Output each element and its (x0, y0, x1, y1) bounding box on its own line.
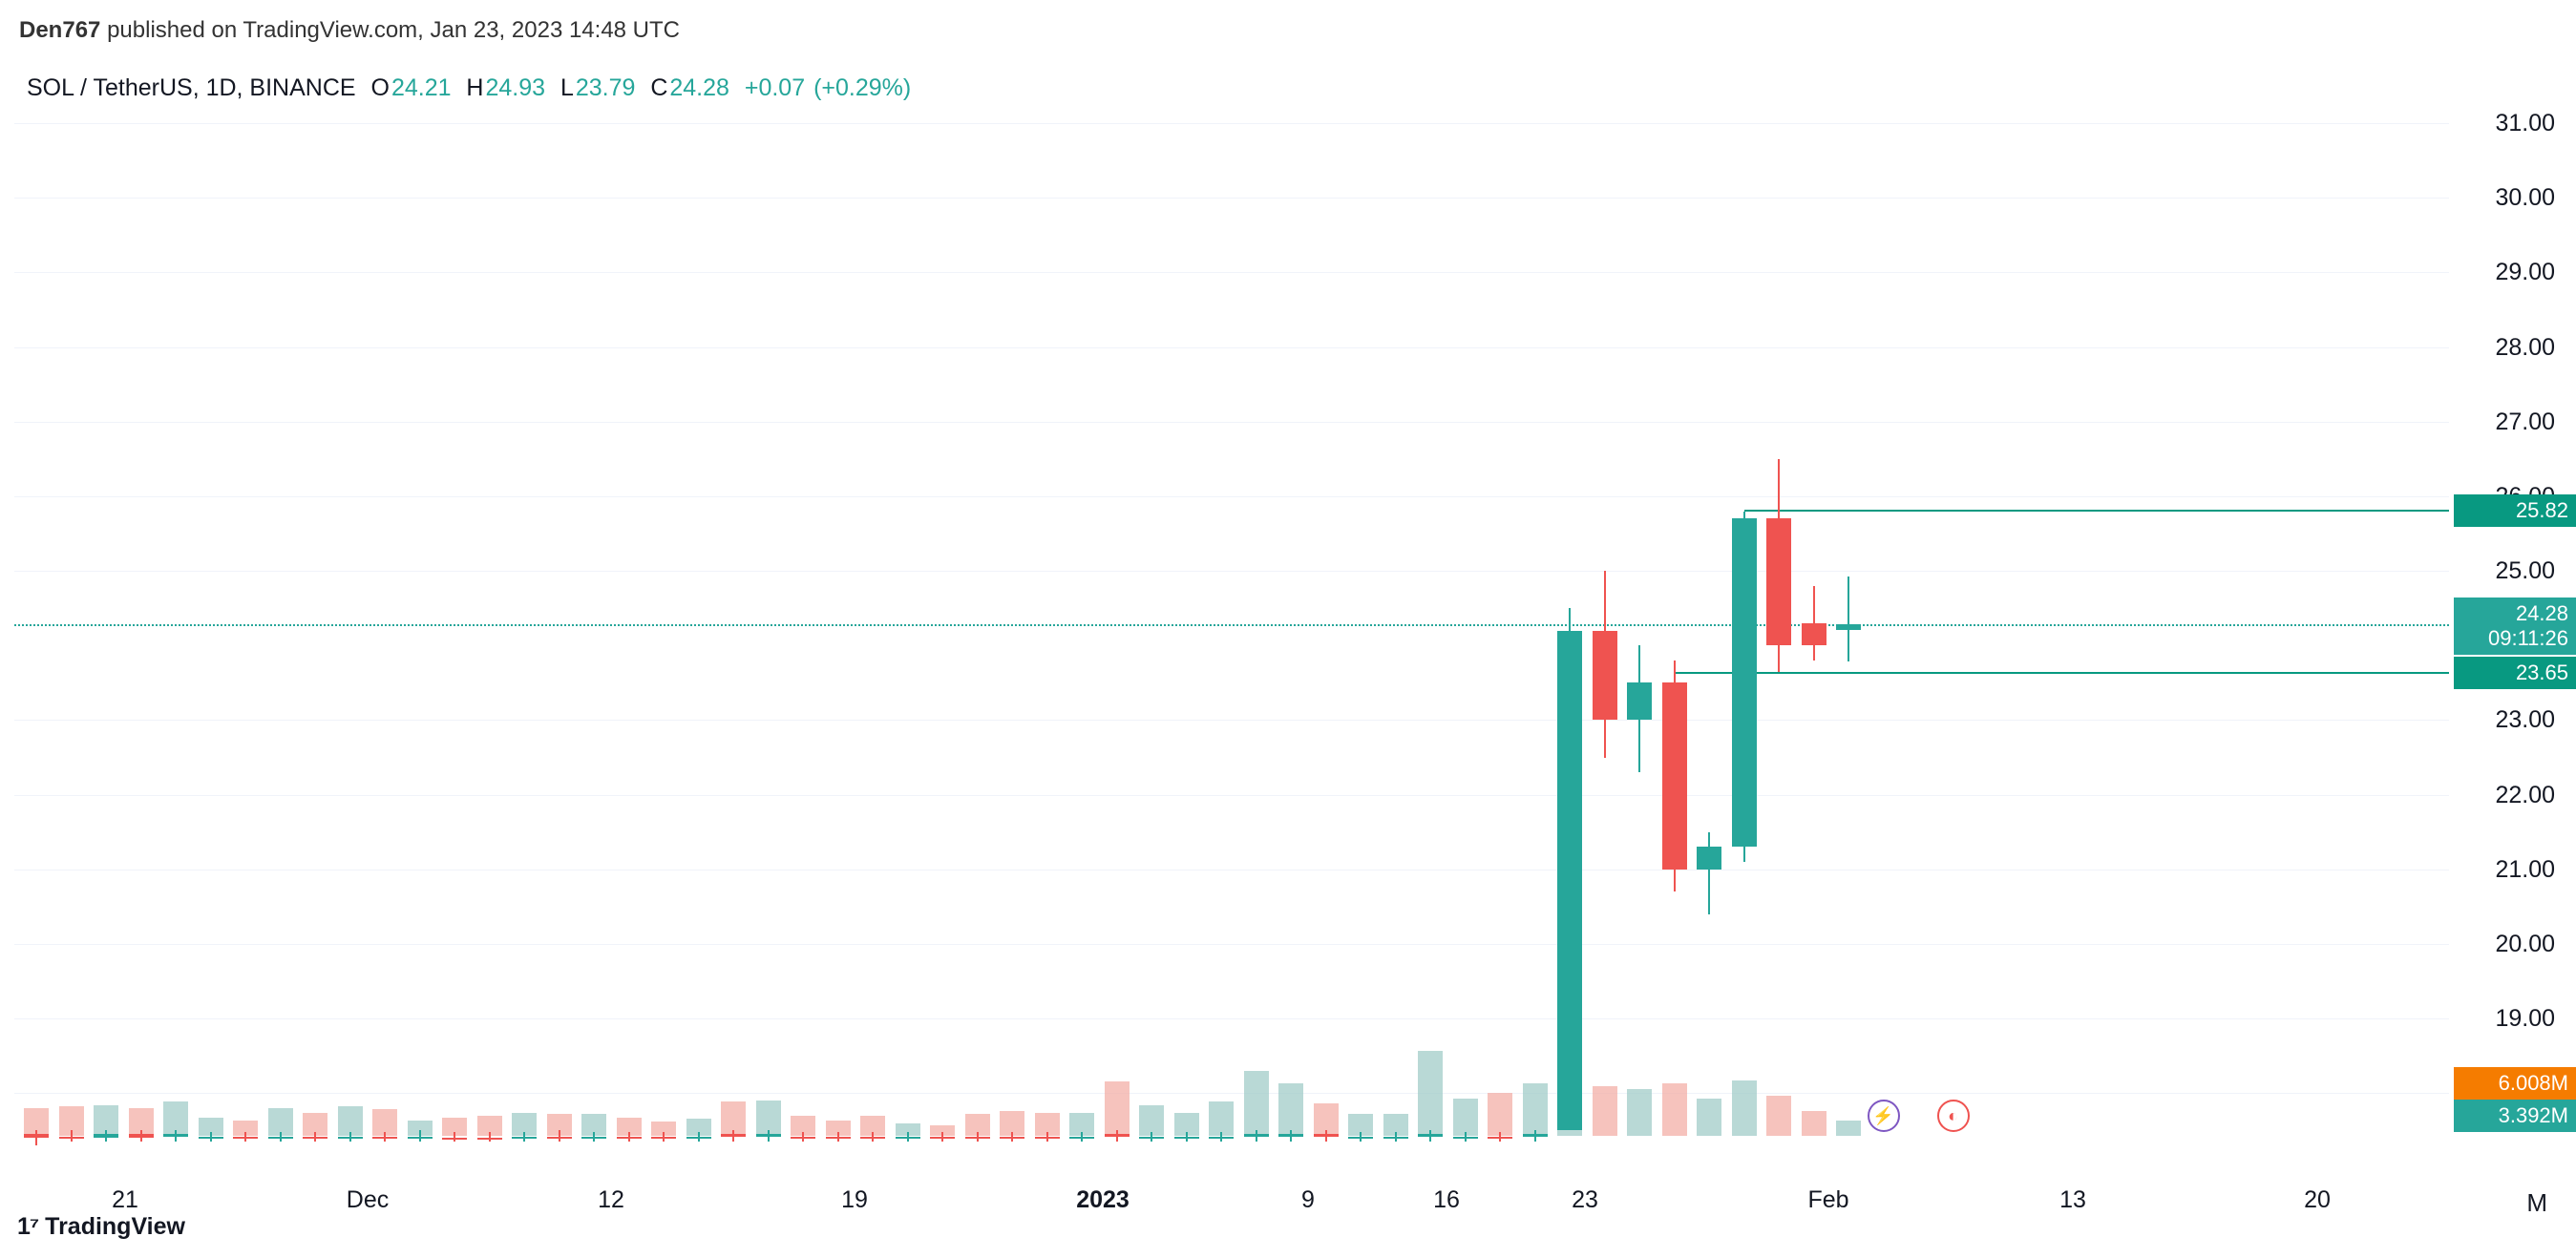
candle (1697, 86, 1721, 1145)
price-tick-label: 22.00 (2495, 782, 2555, 809)
event-icon[interactable]: ◐ (1937, 1100, 1970, 1132)
candle (372, 86, 397, 1145)
candle (1488, 86, 1512, 1145)
timeframe-m-label[interactable]: M (2526, 1188, 2547, 1218)
candle (1662, 86, 1687, 1145)
candle (1627, 86, 1652, 1145)
price-tick-label: 21.00 (2495, 856, 2555, 884)
price-tick-label: 19.00 (2495, 1005, 2555, 1033)
price-tick-label: 29.00 (2495, 259, 2555, 286)
candle (163, 86, 188, 1145)
candle (965, 86, 990, 1145)
candle (1244, 86, 1269, 1145)
candle (1766, 86, 1791, 1145)
price-tick-label: 20.00 (2495, 931, 2555, 958)
time-tick-label: 12 (598, 1186, 624, 1214)
candle (1105, 86, 1130, 1145)
price-tick-label: 31.00 (2495, 110, 2555, 137)
candle (1209, 86, 1234, 1145)
candle (721, 86, 746, 1145)
candle (1139, 86, 1164, 1145)
time-tick-label: Feb (1807, 1186, 1848, 1214)
tradingview-logo: 1⁷ TradingView (17, 1213, 185, 1241)
time-tick-label: 20 (2304, 1186, 2331, 1214)
time-tick-label: 16 (1433, 1186, 1460, 1214)
candle (1035, 86, 1060, 1145)
candle (826, 86, 851, 1145)
logo-text: TradingView (45, 1213, 185, 1240)
candle (268, 86, 293, 1145)
candle (1000, 86, 1024, 1145)
candle (477, 86, 502, 1145)
time-tick-label: 23 (1572, 1186, 1598, 1214)
time-tick-label: 2023 (1076, 1186, 1130, 1214)
candle (896, 86, 920, 1145)
time-tick-label: Dec (347, 1186, 389, 1214)
time-tick-label: 19 (841, 1186, 868, 1214)
candle (512, 86, 537, 1145)
candle (547, 86, 572, 1145)
candle (1174, 86, 1199, 1145)
candle (1557, 86, 1582, 1145)
time-axis[interactable]: 21 Dec 12 19 2023 9 16 23 Feb 13 20 (14, 1186, 2449, 1225)
candle (1593, 86, 1617, 1145)
price-axis-box: 3.392M (2454, 1100, 2576, 1132)
chart-container: Den767 published on TradingView.com, Jan… (0, 0, 2576, 1258)
candle (1348, 86, 1373, 1145)
candle (199, 86, 223, 1145)
price-chart-area[interactable]: ⚡◐ (14, 86, 2449, 1145)
candle (129, 86, 154, 1145)
candle (686, 86, 711, 1145)
candle (1802, 86, 1826, 1145)
price-tick-label: 23.00 (2495, 706, 2555, 734)
candle (1278, 86, 1303, 1145)
candle (1453, 86, 1478, 1145)
candle (581, 86, 606, 1145)
candle (791, 86, 815, 1145)
price-axis[interactable]: 31.0030.0029.0028.0027.0026.0025.0023.00… (2449, 86, 2576, 1145)
candle (408, 86, 433, 1145)
candle (442, 86, 467, 1145)
publish-info: published on TradingView.com, Jan 23, 20… (107, 17, 680, 43)
price-tick-label: 28.00 (2495, 334, 2555, 362)
candle (59, 86, 84, 1145)
price-tick-label: 30.00 (2495, 184, 2555, 212)
author-name: Den767 (19, 17, 100, 43)
price-axis-box: 25.82 (2454, 494, 2576, 527)
candle (303, 86, 327, 1145)
publish-header: Den767 published on TradingView.com, Jan… (19, 17, 680, 44)
candle (233, 86, 258, 1145)
candle (756, 86, 781, 1145)
candle (24, 86, 49, 1145)
candle (1418, 86, 1443, 1145)
time-tick-label: 21 (112, 1186, 138, 1214)
candle (617, 86, 642, 1145)
candle (338, 86, 363, 1145)
price-axis-box: 6.008M (2454, 1067, 2576, 1100)
candle (1732, 86, 1757, 1145)
candle (651, 86, 676, 1145)
price-axis-box: 23.65 (2454, 657, 2576, 689)
candle (94, 86, 118, 1145)
candle (1836, 86, 1861, 1145)
candle (860, 86, 885, 1145)
price-tick-label: 27.00 (2495, 409, 2555, 436)
event-icon[interactable]: ⚡ (1868, 1100, 1900, 1132)
candle (1069, 86, 1094, 1145)
price-tick-label: 25.00 (2495, 557, 2555, 585)
candle (1523, 86, 1548, 1145)
candle (930, 86, 955, 1145)
price-axis-box: 24.2809:11:26 (2454, 598, 2576, 655)
time-tick-label: 13 (2059, 1186, 2086, 1214)
logo-symbol: 1⁷ (17, 1213, 38, 1240)
candle (1314, 86, 1339, 1145)
candle (1383, 86, 1408, 1145)
time-tick-label: 9 (1301, 1186, 1315, 1214)
